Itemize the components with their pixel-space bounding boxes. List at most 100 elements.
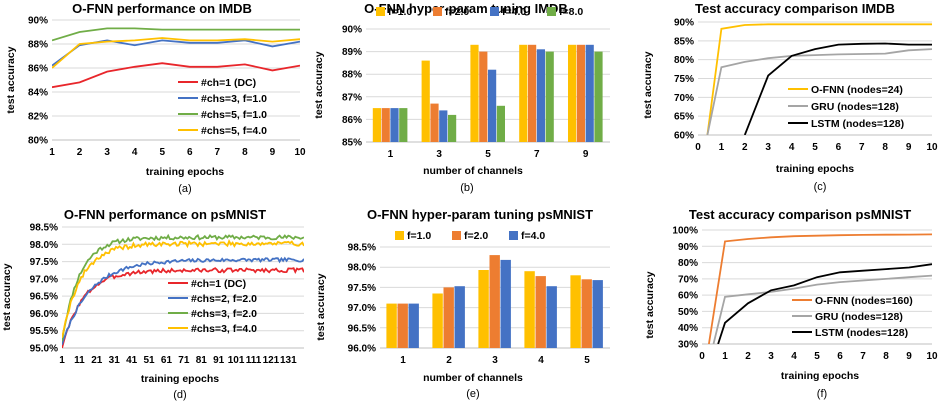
bar-b-1-1 <box>430 103 439 142</box>
caption-e: (e) <box>466 388 479 400</box>
legend-label-d-2: #chs=3, f=2.0 <box>191 308 257 320</box>
ytick-label-f: 30% <box>678 340 698 351</box>
panel-a: O-FNN performance on IMDB test accuracy … <box>5 1 306 195</box>
series-line-a-3 <box>52 37 300 69</box>
panel-b: O-FNN hyper-param tuning IMDB test accur… <box>313 1 610 194</box>
xtick-label-e: 3 <box>492 355 498 366</box>
xtick-label-a: 1 <box>49 147 55 158</box>
bar-e-4-1 <box>581 279 592 348</box>
bar-b-0-3 <box>399 108 408 142</box>
panel-c: Test accuracy comparison IMDB test accur… <box>642 1 938 193</box>
legend-swatch-b-0 <box>376 7 385 16</box>
bar-b-4-0 <box>568 44 577 142</box>
legend-label-b-3: f=8.0 <box>559 6 583 18</box>
legend-label-c-2: LSTM (nodes=128) <box>811 118 904 130</box>
legend-label-c-0: O-FNN (nodes=24) <box>811 84 903 96</box>
ytick-label-b: 88% <box>342 70 362 81</box>
ytick-label-c: 65% <box>674 112 694 123</box>
ytick-label-e: 96.5% <box>348 323 376 334</box>
ytick-label-f: 100% <box>672 226 698 237</box>
ytick-label-d: 95.5% <box>30 326 58 337</box>
ylabel-a: test accuracy <box>5 46 17 113</box>
ytick-label-d: 96.0% <box>30 309 58 320</box>
bar-b-1-2 <box>439 110 448 142</box>
legend-label-e-0: f=1.0 <box>407 230 431 242</box>
ylabel-b: test accuracy <box>313 51 325 118</box>
xtick-label-d: 111 <box>246 355 262 366</box>
ytick-label-c: 90% <box>674 18 694 29</box>
ytick-label-f: 90% <box>678 242 698 253</box>
xtick-label-c: 1 <box>719 142 725 153</box>
ylabel-d: test accuracy <box>1 263 13 330</box>
ytick-label-d: 97.0% <box>30 274 58 285</box>
bar-b-0-0 <box>372 108 381 142</box>
bar-e-0-0 <box>386 303 397 348</box>
xtick-label-a: 10 <box>294 147 306 158</box>
caption-c: (c) <box>814 181 827 193</box>
xtick-label-d: 131 <box>280 355 297 366</box>
ytick-label-f: 60% <box>678 291 698 302</box>
ytick-label-b: 87% <box>342 92 362 103</box>
legend-label-f-0: O-FNN (nodes=160) <box>815 295 913 307</box>
series-line-c-0 <box>706 23 932 135</box>
ytick-label-d: 96.5% <box>30 292 58 303</box>
ytick-label-c: 60% <box>674 131 694 142</box>
legend-label-b-1: f=2.0 <box>445 6 469 18</box>
xtick-label-c: 2 <box>742 142 748 153</box>
legend-label-d-3: #chs=3, f=4.0 <box>191 323 257 335</box>
xlabel-e: number of channels <box>423 372 523 384</box>
xtick-label-b: 9 <box>583 149 589 160</box>
series-line-d-2 <box>62 233 304 342</box>
ytick-label-b: 89% <box>342 47 362 58</box>
bar-e-1-1 <box>443 287 454 348</box>
ytick-label-a: 82% <box>28 112 48 123</box>
ytick-label-f: 70% <box>678 274 698 285</box>
series-line-d-0 <box>62 267 304 348</box>
xtick-label-e: 2 <box>446 355 452 366</box>
legend-label-d-1: #chs=2, f=2.0 <box>191 293 257 305</box>
xtick-label-b: 5 <box>485 149 491 160</box>
series-line-c-1 <box>706 48 932 135</box>
ytick-label-a: 86% <box>28 64 48 75</box>
bar-b-3-2 <box>536 49 545 142</box>
xtick-label-f: 3 <box>768 351 774 362</box>
xtick-label-f: 10 <box>926 351 938 362</box>
ytick-label-b: 86% <box>342 115 362 126</box>
xlabel-a: training epochs <box>146 166 224 178</box>
xtick-label-a: 9 <box>270 147 276 158</box>
xtick-label-c: 8 <box>882 142 888 153</box>
panel-d: O-FNN performance on psMNIST test accura… <box>1 207 304 401</box>
legend-label-b-0: f=1.0 <box>388 6 412 18</box>
xtick-label-d: 91 <box>213 355 225 366</box>
bar-e-3-0 <box>524 271 535 348</box>
xtick-label-a: 8 <box>242 147 248 158</box>
xtick-label-e: 4 <box>538 355 544 366</box>
xtick-label-d: 61 <box>161 355 173 366</box>
ytick-label-c: 85% <box>674 36 694 47</box>
ytick-label-a: 88% <box>28 40 48 51</box>
ytick-label-f: 50% <box>678 307 698 318</box>
caption-d: (d) <box>173 389 186 401</box>
xtick-label-a: 6 <box>187 147 193 158</box>
legend-swatch-e-1 <box>452 231 461 240</box>
legend-swatch-b-2 <box>490 7 499 16</box>
bar-e-3-1 <box>535 276 546 348</box>
ytick-label-e: 98.5% <box>348 243 376 254</box>
bar-b-3-3 <box>545 51 554 142</box>
xtick-label-b: 3 <box>436 149 442 160</box>
bar-b-4-3 <box>594 51 603 142</box>
bar-e-1-0 <box>432 293 443 348</box>
xtick-label-e: 5 <box>584 355 590 366</box>
title-a: O-FNN performance on IMDB <box>72 1 252 16</box>
xtick-label-f: 2 <box>745 351 751 362</box>
legend-swatch-b-3 <box>547 7 556 16</box>
ytick-label-e: 98.0% <box>348 263 376 274</box>
ytick-label-b: 85% <box>342 138 362 149</box>
xtick-label-f: 0 <box>699 351 705 362</box>
xtick-label-a: 4 <box>132 147 138 158</box>
xtick-label-f: 6 <box>837 351 843 362</box>
legend-swatch-e-0 <box>395 231 404 240</box>
xtick-label-e: 1 <box>400 355 406 366</box>
ylabel-f: test accuracy <box>644 271 656 338</box>
